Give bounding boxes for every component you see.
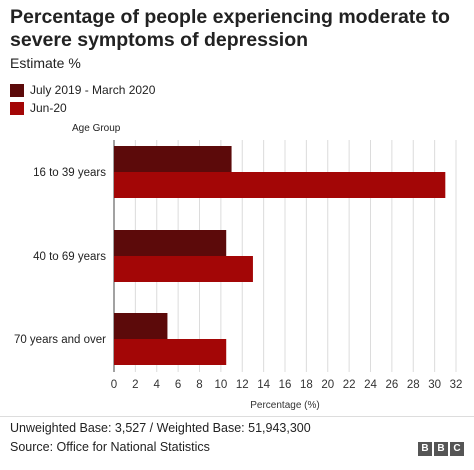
- category-label-3: 70 years and over: [14, 334, 106, 346]
- bar-2-2: [114, 256, 253, 282]
- legend-label-series-2: Jun-20: [30, 101, 67, 115]
- bar-2-3: [114, 339, 227, 365]
- category-label-1: 16 to 39 years: [33, 167, 106, 179]
- bar-1-3: [114, 313, 168, 339]
- bbc-logo-letter-3: C: [450, 442, 464, 456]
- bar-1-1: [114, 146, 232, 172]
- x-tick-label-4: 4: [154, 379, 161, 391]
- footer-divider: [0, 416, 474, 417]
- bbc-logo-letter-2: B: [434, 442, 448, 456]
- bar-1-2: [114, 230, 227, 256]
- x-tick-label-28: 28: [407, 379, 420, 391]
- base-note: Unweighted Base: 3,527 / Weighted Base: …: [10, 421, 311, 435]
- x-tick-label-24: 24: [364, 379, 377, 391]
- x-tick-label-26: 26: [385, 379, 398, 391]
- bar-2-1: [114, 172, 446, 198]
- x-tick-label-6: 6: [175, 379, 181, 391]
- legend-item-series-1: July 2019 - March 2020: [10, 81, 155, 99]
- legend: July 2019 - March 2020 Jun-20: [10, 81, 155, 117]
- chart-subtitle: Estimate %: [10, 55, 81, 71]
- x-tick-label-16: 16: [279, 379, 292, 391]
- legend-item-series-2: Jun-20: [10, 99, 155, 117]
- category-label-2: 40 to 69 years: [33, 251, 106, 263]
- category-axis-title: Age Group: [72, 123, 121, 134]
- x-tick-label-20: 20: [321, 379, 334, 391]
- legend-swatch-series-1: [10, 83, 24, 97]
- legend-label-series-1: July 2019 - March 2020: [30, 83, 156, 97]
- x-tick-label-0: 0: [111, 379, 117, 391]
- x-tick-label-14: 14: [257, 379, 270, 391]
- x-axis-title: Percentage (%): [250, 400, 319, 411]
- x-tick-label-32: 32: [450, 379, 463, 391]
- x-tick-label-2: 2: [132, 379, 138, 391]
- chart-title: Percentage of people experiencing modera…: [10, 6, 450, 51]
- x-tick-label-30: 30: [428, 379, 441, 391]
- bbc-logo: B B C: [418, 442, 464, 456]
- x-tick-label-12: 12: [236, 379, 249, 391]
- bbc-logo-letter-1: B: [418, 442, 432, 456]
- x-tick-label-10: 10: [214, 379, 227, 391]
- x-tick-label-18: 18: [300, 379, 313, 391]
- x-tick-label-22: 22: [343, 379, 356, 391]
- x-tick-label-8: 8: [196, 379, 202, 391]
- legend-swatch-series-2: [10, 101, 24, 115]
- source-note: Source: Office for National Statistics: [10, 440, 210, 454]
